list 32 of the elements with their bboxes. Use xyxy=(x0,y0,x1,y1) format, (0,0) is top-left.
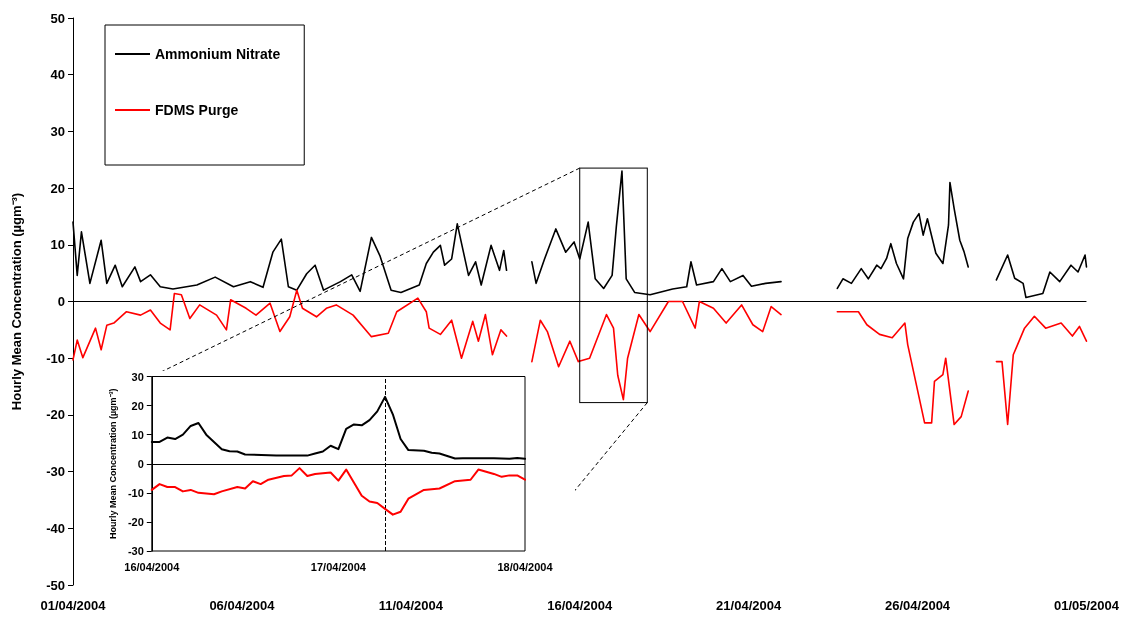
y-tick-label: -10 xyxy=(46,350,65,366)
y-tick-label: 10 xyxy=(131,428,144,441)
x-tick-label: 01/04/2004 xyxy=(40,598,107,613)
y-tick-label: 40 xyxy=(50,67,65,83)
y-axis-title: Hourly Mean Concentration (µgm⁻³) xyxy=(107,388,118,540)
x-tick-label: 06/04/2004 xyxy=(209,598,276,613)
x-tick-label: 26/04/2004 xyxy=(885,598,951,613)
y-tick-label: 20 xyxy=(131,399,144,412)
y-tick-label: -20 xyxy=(127,515,144,528)
y-tick-label: -50 xyxy=(46,577,65,593)
x-tick-label: 16/04/2004 xyxy=(124,560,181,573)
y-tick-label: 30 xyxy=(131,370,144,383)
y-tick-label: 30 xyxy=(50,123,65,139)
x-tick-label: 21/04/2004 xyxy=(716,598,782,613)
legend-label: FDMS Purge xyxy=(155,102,239,118)
y-tick-label: 0 xyxy=(137,457,144,470)
x-tick-label: 11/04/2004 xyxy=(378,598,444,613)
y-tick-label: -20 xyxy=(46,407,65,423)
y-tick-label: 10 xyxy=(50,237,65,253)
y-tick-label: -30 xyxy=(46,464,65,480)
x-tick-label: 18/04/2004 xyxy=(497,560,554,573)
y-tick-label: 20 xyxy=(50,180,65,196)
x-tick-label: 16/04/2004 xyxy=(547,598,614,613)
x-tick-label: 17/04/2004 xyxy=(310,560,367,573)
y-axis-title: Hourly Mean Concentration (µgm⁻³) xyxy=(9,192,24,411)
y-tick-label: -10 xyxy=(127,486,144,499)
y-tick-label: 0 xyxy=(57,294,65,309)
y-tick-label: -30 xyxy=(127,545,144,557)
x-tick-label: 01/05/2004 xyxy=(1053,598,1120,613)
y-tick-label: 50 xyxy=(50,10,65,26)
legend-label: Ammonium Nitrate xyxy=(155,46,281,62)
y-tick-label: -40 xyxy=(46,520,65,536)
